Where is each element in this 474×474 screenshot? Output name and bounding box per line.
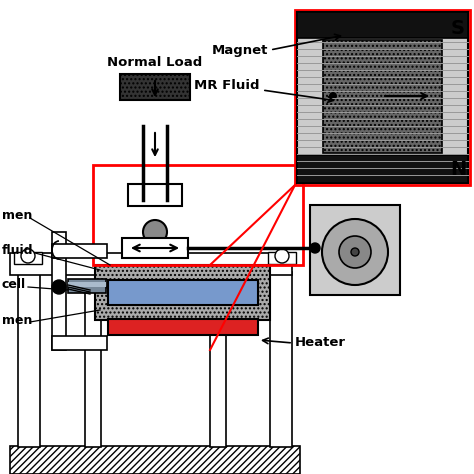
Bar — [297, 155, 468, 183]
Bar — [95, 265, 270, 320]
Bar — [108, 319, 258, 335]
Text: S: S — [451, 18, 465, 37]
Circle shape — [329, 92, 337, 100]
Text: N: N — [450, 159, 466, 179]
Bar — [10, 253, 292, 275]
Bar — [93, 165, 303, 265]
Circle shape — [21, 249, 35, 263]
Bar — [52, 336, 107, 350]
Text: men: men — [2, 209, 32, 221]
Text: MR Fluid: MR Fluid — [194, 79, 260, 91]
Bar — [52, 244, 107, 258]
Bar — [297, 12, 468, 38]
Bar — [323, 40, 442, 153]
Circle shape — [339, 236, 371, 268]
Circle shape — [322, 219, 388, 285]
Bar — [210, 287, 226, 447]
Text: Magnet: Magnet — [211, 44, 268, 56]
Bar — [52, 232, 66, 250]
Text: Normal Load: Normal Load — [108, 55, 202, 69]
Text: men: men — [2, 313, 32, 327]
Bar — [122, 238, 188, 258]
Circle shape — [143, 220, 167, 244]
Bar — [270, 272, 292, 447]
Circle shape — [275, 249, 289, 263]
Bar — [10, 446, 300, 474]
Text: fluid: fluid — [2, 244, 34, 256]
Bar — [108, 280, 258, 305]
Bar — [120, 74, 190, 100]
Circle shape — [351, 248, 359, 256]
Bar — [295, 10, 470, 185]
Bar — [128, 184, 182, 206]
Bar — [14, 252, 42, 264]
Bar — [85, 287, 101, 447]
Bar — [268, 252, 296, 264]
Circle shape — [310, 243, 320, 253]
Text: cell: cell — [2, 279, 26, 292]
Bar — [310, 205, 400, 295]
Bar — [18, 272, 40, 447]
Bar — [52, 245, 66, 350]
Text: Heater: Heater — [295, 337, 346, 349]
Circle shape — [52, 280, 66, 294]
Bar — [297, 12, 468, 183]
Bar — [68, 282, 106, 287]
Bar — [68, 279, 106, 293]
